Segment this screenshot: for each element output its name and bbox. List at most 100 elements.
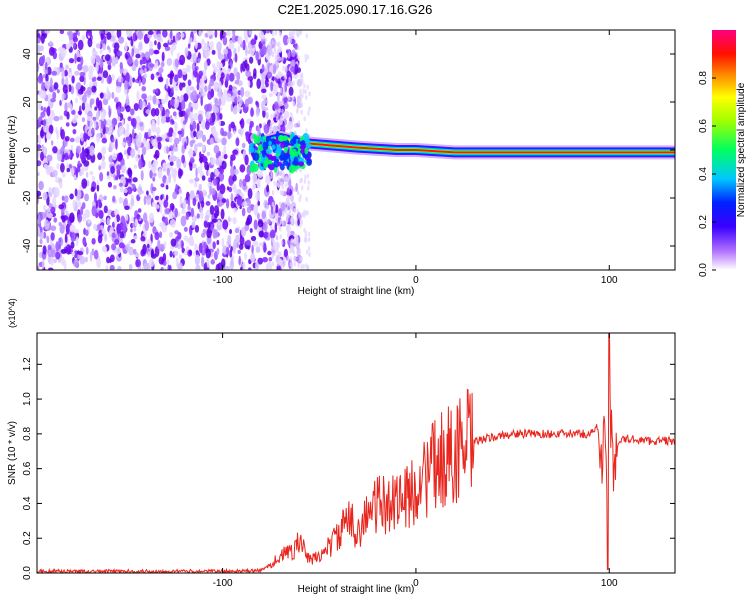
spectrogram-noise-cell — [151, 186, 157, 192]
spectrogram-noise-cell — [130, 108, 135, 116]
spectrogram-noise-cell — [187, 79, 192, 87]
spectrogram-noise-cell — [169, 70, 174, 80]
spectrogram-noise-cell — [230, 103, 234, 112]
spectrogram-noise-cell — [170, 238, 177, 247]
spectrogram-noise-cell — [227, 234, 232, 246]
spectrogram-noise-cell — [250, 235, 257, 242]
spectrogram-noise-cell — [206, 259, 210, 268]
spectrogram-noise-cell — [123, 197, 128, 206]
spectrogram-noise-cell — [201, 78, 205, 90]
spectrogram-noise-cell — [138, 158, 143, 170]
spectrogram-noise-cell — [91, 127, 95, 136]
spectrogram-noise-cell — [262, 256, 269, 263]
spectrogram-noise-cell — [203, 241, 208, 250]
spectrogram-noise-cell — [103, 205, 108, 214]
spectrogram-noise-cell — [38, 214, 41, 225]
spectrogram-noise-cell — [93, 192, 97, 203]
spectrogram-noise-cell — [305, 237, 308, 243]
spectrogram-noise-cell — [184, 47, 189, 57]
spectrogram-noise-cell — [190, 207, 195, 218]
spectrogram-noise-cell — [106, 217, 111, 226]
spectrogram-noise-cell — [237, 35, 243, 45]
spectrogram-noise-cell — [56, 163, 60, 170]
spectrogram-noise-cell — [294, 43, 299, 51]
spectrogram-noise-cell — [69, 212, 75, 224]
spectrogram-noise-cell — [221, 258, 226, 268]
spectrogram-noise-cell — [290, 193, 294, 202]
spectrogram-noise-cell — [212, 178, 218, 186]
spectrogram-noise-cell — [165, 194, 169, 202]
spectrogram-noise-cell — [299, 178, 302, 184]
spectrogram-noise-cell — [193, 251, 196, 257]
spectrogram-noise-cell — [267, 250, 272, 256]
spectrogram-noise-cell — [227, 216, 231, 222]
spectrogram-noise-cell — [167, 132, 173, 137]
spectrogram-noise-cell — [200, 96, 204, 107]
spectrogram-noise-cell — [272, 63, 277, 72]
spectrogram-noise-cell — [237, 249, 241, 254]
spectrogram-noise-cell — [198, 242, 203, 254]
spectrogram-noise-cell — [292, 80, 295, 86]
spectrogram-noise-cell — [216, 248, 220, 255]
spectrogram-noise-cell — [194, 40, 198, 50]
spectrogram-noise-cell — [115, 86, 122, 94]
spectrogram-noise-cell — [60, 162, 65, 173]
spectrogram-noise-cell — [218, 150, 221, 157]
spectrogram-noise-cell — [147, 128, 152, 138]
spectrogram-noise-cell — [93, 122, 97, 129]
spectrogram-noise-cell — [97, 152, 103, 161]
spectrogram-noise-cell — [147, 30, 154, 35]
spectrogram-transition-cell — [305, 142, 312, 149]
snr-x-tick-label: -100 — [213, 578, 233, 589]
spectrogram-noise-cell — [275, 73, 280, 79]
spectrogram-noise-cell — [232, 30, 236, 36]
spectrogram-noise-cell — [198, 190, 204, 202]
spectrogram-noise-cell — [216, 138, 222, 144]
spectrogram-noise-cell — [102, 98, 109, 106]
spectrogram-noise-cell — [172, 131, 177, 139]
spectrogram-noise-cell — [278, 91, 281, 97]
spectrogram-noise-cell — [210, 259, 216, 265]
spectrogram-noise-cell — [257, 257, 263, 265]
spectrogram-noise-cell — [232, 149, 239, 156]
spectrogram-noise-cell — [137, 149, 141, 154]
spectrogram-noise-cell — [73, 229, 80, 234]
spectrogram-noise-cell — [166, 146, 170, 154]
spectrogram-noise-cell — [83, 239, 86, 247]
spectrogram-noise-cell — [181, 154, 186, 164]
spectrogram-noise-cell — [262, 106, 269, 112]
spectrogram-noise-cell — [91, 205, 97, 217]
spectrogram-noise-cell — [144, 220, 150, 232]
snr-y-tick-label: 0.2 — [22, 531, 33, 545]
spectrogram-noise-cell — [87, 30, 92, 37]
spectrogram-noise-cell — [114, 56, 119, 65]
spectrogram-noise-cell — [289, 261, 292, 267]
spectrogram-noise-cell — [123, 129, 130, 138]
spectrogram-noise-cell — [139, 121, 144, 127]
spectrogram-noise-cell — [278, 107, 282, 113]
spectrogram-noise-cell — [89, 251, 93, 262]
spectrogram-noise-cell — [73, 258, 79, 268]
spectrogram-noise-cell — [101, 228, 106, 235]
spectrogram-noise-cell — [96, 184, 100, 192]
spectrogram-noise-cell — [254, 261, 259, 270]
spectrogram-noise-cell — [106, 75, 113, 85]
spectrogram-noise-cell — [302, 263, 305, 269]
spectrogram-noise-cell — [102, 43, 107, 51]
spectrogram-transition-cell — [279, 154, 285, 161]
colorbar-label: Normalized spectral amplitude — [736, 82, 747, 217]
spectrogram-noise-cell — [169, 161, 174, 167]
spectrogram-noise-cell — [132, 32, 137, 42]
spectrogram-noise-cell — [245, 239, 252, 246]
spectrogram-noise-cell — [244, 59, 248, 69]
spectrogram-noise-cell — [283, 74, 287, 80]
spectrogram-noise-cell — [268, 257, 273, 262]
spectrogram-noise-cell — [219, 183, 226, 195]
spectrogram-noise-cell — [147, 141, 150, 150]
spectrogram-noise-cell — [44, 30, 51, 34]
spectrogram-noise-cell — [192, 120, 197, 130]
spectrogram-noise-cell — [81, 94, 87, 104]
spectrogram-noise-cell — [119, 61, 123, 70]
spectrogram-noise-cell — [135, 258, 141, 268]
spectrogram-noise-cell — [284, 82, 288, 93]
